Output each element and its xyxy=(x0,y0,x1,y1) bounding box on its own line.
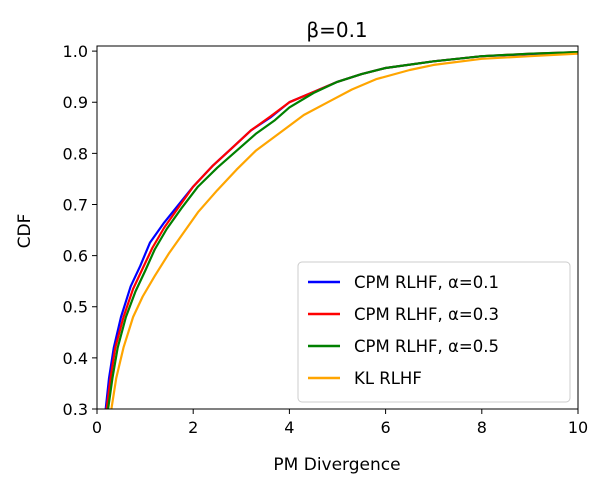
y-tick-label: 0.8 xyxy=(63,144,88,163)
y-tick-label: 0.3 xyxy=(63,400,88,419)
axes: 0 2 4 6 8 10 0.3 0.4 0.5 0.6 0.7 0.8 0.9 1.0 xyxy=(63,42,589,437)
y-tick-label: 0.7 xyxy=(63,195,88,214)
legend-label-3: CPM RLHF, α=0.5 xyxy=(354,337,499,356)
legend: CPM RLHF, α=0.1 CPM RLHF, α=0.3 CPM RLHF, … xyxy=(297,261,571,403)
x-tick-label: 2 xyxy=(188,418,198,437)
y-tick-label: 0.4 xyxy=(63,349,88,368)
series-line-3 xyxy=(107,51,578,409)
plot-area xyxy=(104,51,578,409)
y-tick-label: 0.9 xyxy=(63,93,88,112)
y-tick-label: 0.6 xyxy=(63,247,88,266)
chart-title: β=0.1 xyxy=(306,18,367,42)
y-tick-label: 1.0 xyxy=(63,42,88,61)
x-tick-label: 10 xyxy=(568,418,588,437)
y-axis-label: CDF xyxy=(15,214,35,249)
x-tick-label: 8 xyxy=(477,418,487,437)
y-tick-label: 0.5 xyxy=(63,298,88,317)
plot-frame xyxy=(96,45,579,410)
legend-label-2: CPM RLHF, α=0.3 xyxy=(354,305,499,324)
legend-label-1: CPM RLHF, α=0.1 xyxy=(354,273,499,292)
x-tick-label: 4 xyxy=(284,418,294,437)
x-tick-label: 6 xyxy=(381,418,391,437)
series-lines xyxy=(104,51,578,409)
legend-box xyxy=(297,261,571,403)
legend-label-4: KL RLHF xyxy=(354,369,422,388)
series-line-4 xyxy=(110,52,578,409)
x-axis-label: PM Divergence xyxy=(273,455,400,475)
x-tick-label: 0 xyxy=(92,418,102,437)
